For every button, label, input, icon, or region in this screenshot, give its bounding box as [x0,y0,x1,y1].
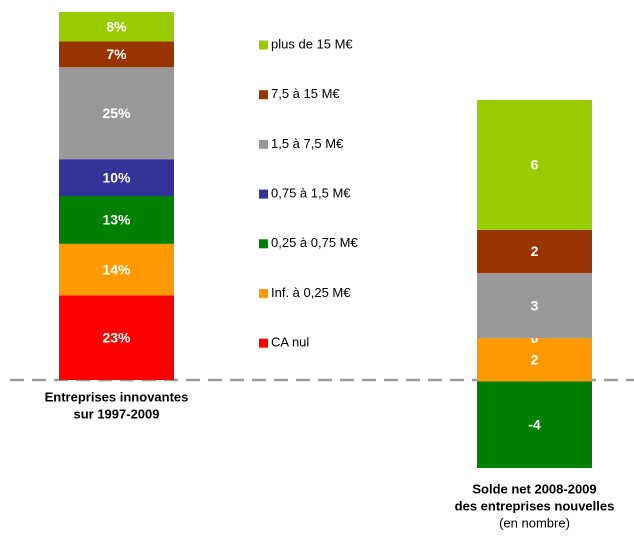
data-label: 13% [102,212,131,228]
data-label: 14% [102,261,131,277]
legend-swatch [259,338,268,348]
bar-segment [59,41,174,68]
bar-segment [477,229,592,274]
data-label: 7% [106,46,127,62]
bar-segment [59,67,174,160]
bar-segment [59,295,174,380]
category-label: des entreprises nouvelles [455,498,615,513]
legend-label: 0,75 à 1,5 M€ [271,186,351,201]
data-label: 10% [102,169,131,185]
bar-segment [477,381,592,468]
data-label: -4 [528,416,541,432]
legend-swatch [259,189,268,199]
bar-segment [59,159,174,196]
data-label: 23% [102,329,131,345]
legend-label: plus de 15 M€ [271,36,353,51]
legend-swatch [259,90,268,100]
category-label: Solde net 2008-2009 [472,481,596,496]
bar-segment [59,243,174,296]
legend-label: 0,25 à 0,75 M€ [271,235,358,250]
legend-swatch [259,239,268,249]
data-label: 3 [531,297,539,313]
data-label: 6 [531,157,539,173]
legend-swatch [259,289,268,298]
legend-swatch [259,139,268,149]
data-label: 25% [102,105,131,121]
category-subtitle: (en nombre) [499,515,570,530]
data-label: 2 [531,351,539,367]
bar-segment [477,100,592,230]
legend-label: CA nul [271,335,309,350]
bar-segment [59,196,174,244]
bar-segment [477,338,592,382]
legend-label: 1,5 à 7,5 M€ [271,136,344,151]
data-label: 2 [531,243,539,259]
legend-label: Inf. à 0,25 M€ [271,285,351,300]
category-label: Entreprises innovantes [45,389,189,404]
bar-segment [59,12,174,42]
bar-segment [477,273,592,339]
data-label: 8% [106,18,127,34]
legend-swatch [259,40,268,50]
legend-label: 7,5 à 15 M€ [271,86,340,101]
category-label: sur 1997-2009 [73,406,159,421]
